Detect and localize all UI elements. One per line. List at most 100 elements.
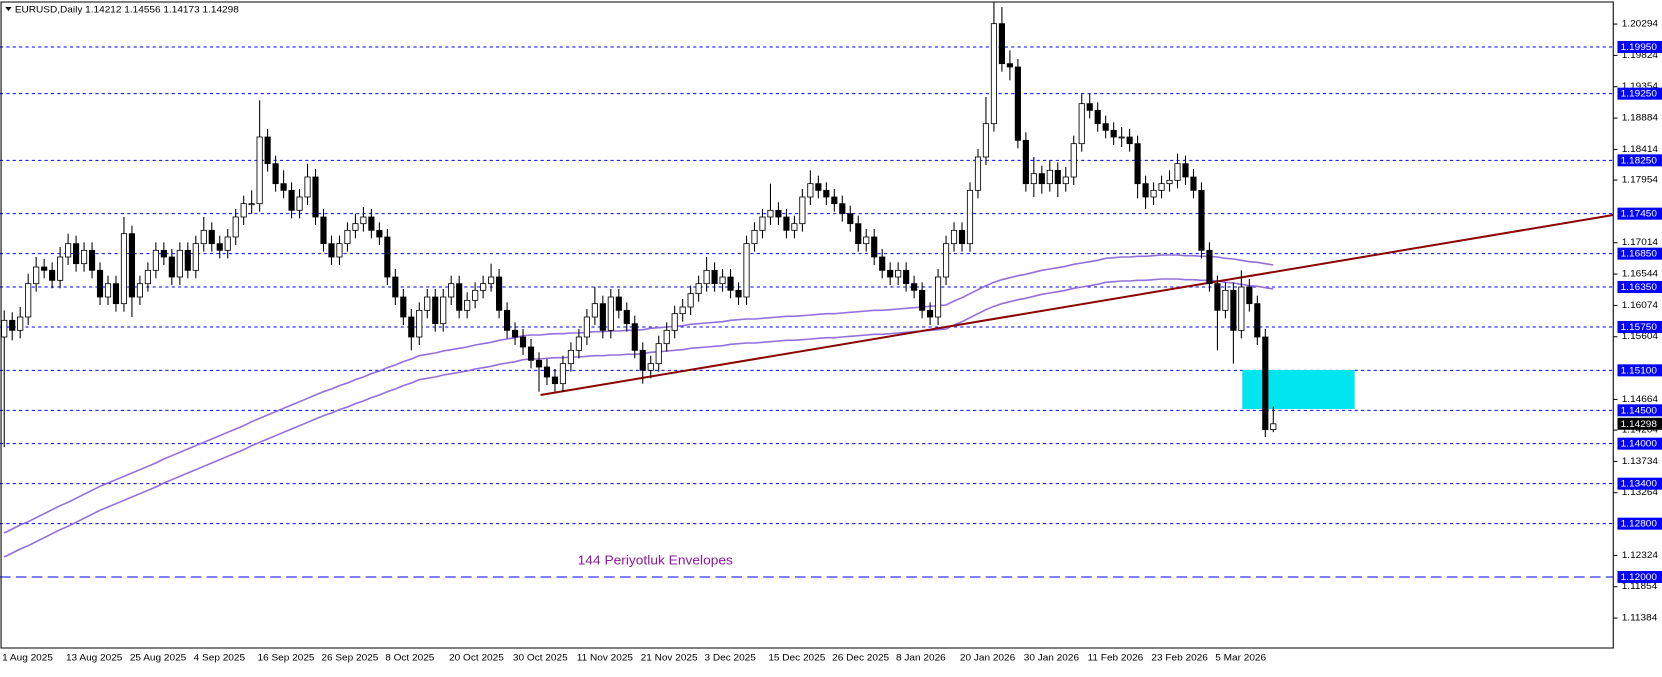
- candle-body: [927, 309, 934, 318]
- candle-body: [112, 283, 120, 305]
- candle-body: [464, 299, 471, 311]
- candle-body: [240, 203, 247, 218]
- candle-body: [320, 216, 327, 245]
- candle-body: [591, 303, 598, 318]
- candle-body: [456, 283, 463, 311]
- y-tick-label: 1.18414: [1622, 144, 1659, 155]
- y-tick-label: 1.17954: [1622, 175, 1659, 186]
- level-label: 1.15100: [1621, 366, 1658, 377]
- candle-body: [65, 243, 72, 258]
- axis-layer: EURUSD,Daily 1.14212 1.14556 1.14173 1.1…: [0, 1, 1659, 664]
- candle-body: [168, 256, 175, 278]
- candle-body: [647, 363, 654, 371]
- candle-body: [607, 296, 614, 331]
- candle-body: [895, 269, 902, 278]
- level-label-box: [1617, 517, 1662, 530]
- level-label-box: [1617, 87, 1662, 100]
- candle-body: [1166, 179, 1173, 185]
- candle-body: [160, 249, 167, 258]
- plot-frame: [0, 1, 1614, 649]
- candle-body: [1070, 143, 1077, 178]
- candle-body: [384, 236, 391, 278]
- candle-body: [392, 276, 399, 298]
- candle-body: [535, 359, 543, 368]
- candle-body: [376, 229, 383, 238]
- candle-body: [575, 336, 582, 351]
- x-tick-label: 11 Nov 2025: [577, 653, 634, 664]
- level-label-box: [1617, 477, 1662, 490]
- candle-body: [998, 23, 1005, 65]
- level-label: 1.14500: [1621, 406, 1658, 417]
- candle-body: [1062, 176, 1069, 185]
- candle-body: [695, 283, 702, 295]
- candle-body: [911, 283, 918, 291]
- candle-body: [1182, 163, 1189, 178]
- candle-body: [280, 183, 287, 191]
- candle-body: [1254, 303, 1261, 338]
- candle-body: [41, 266, 48, 271]
- candle-body: [264, 136, 271, 165]
- candle-body: [623, 309, 630, 325]
- candle-body: [496, 276, 503, 311]
- x-tick-label: 20 Oct 2025: [449, 653, 504, 664]
- y-tick-label: 1.19354: [1622, 81, 1659, 92]
- y-tick-label: 1.14664: [1622, 394, 1659, 405]
- x-tick-label: 4 Sep 2025: [194, 653, 246, 664]
- annotation: 144 Periyotluk Envelopes: [578, 553, 734, 568]
- candle-body: [1246, 286, 1253, 305]
- level-label: 1.15750: [1621, 322, 1658, 333]
- x-tick-label: 8 Oct 2025: [385, 653, 435, 664]
- candle-body: [488, 276, 495, 285]
- x-tick-label: 16 Sep 2025: [258, 653, 316, 664]
- x-tick-label: 26 Sep 2025: [321, 653, 379, 664]
- candle-body: [120, 233, 128, 305]
- candle-body: [1150, 189, 1157, 198]
- candle-body: [735, 289, 742, 298]
- candle-body: [1142, 183, 1149, 198]
- candle-body: [432, 296, 439, 325]
- candle-body: [424, 296, 431, 311]
- candle-body: [312, 176, 319, 218]
- candle-body: [839, 203, 846, 215]
- candle-body: [1, 319, 8, 338]
- candle-body: [152, 249, 159, 271]
- chart-title: EURUSD,Daily 1.14212 1.14556 1.14173 1.1…: [15, 5, 239, 16]
- candle-body: [17, 316, 24, 331]
- level-label: 1.13400: [1621, 479, 1658, 490]
- level-label-box: [1617, 207, 1662, 220]
- price-labels-layer: 1.19950 1.19250 1.18250 1.17450 1.16850 1.163…: [1617, 41, 1662, 583]
- candle-body: [328, 243, 335, 258]
- symbol-icon: [5, 7, 12, 11]
- candle-body: [360, 216, 367, 225]
- candle-body: [879, 256, 886, 271]
- trendline-layer: [540, 214, 1614, 396]
- y-tick-label: 1.11384: [1622, 613, 1658, 624]
- candle-body: [256, 136, 263, 205]
- candle-body: [567, 349, 574, 365]
- candle-body: [807, 183, 814, 198]
- candle-body: [352, 223, 359, 231]
- level-label-box: [1617, 364, 1662, 377]
- candle-body: [1006, 63, 1013, 68]
- x-tick-label: 8 Jan 2026: [896, 653, 946, 664]
- level-label-box: [1617, 41, 1662, 53]
- candle-body: [639, 349, 646, 371]
- y-tick-label: 1.16544: [1622, 269, 1659, 280]
- candle-body: [96, 269, 104, 298]
- candle-body: [1134, 143, 1141, 185]
- candle-body: [184, 249, 191, 271]
- candle-body: [9, 319, 16, 331]
- candle-body: [950, 229, 958, 245]
- candle-body: [336, 243, 343, 258]
- candle-body: [958, 229, 966, 245]
- y-tick-label: 1.15604: [1622, 331, 1659, 342]
- candle-body: [216, 243, 223, 251]
- candle-body: [440, 296, 447, 325]
- candle-body: [1158, 183, 1165, 191]
- candle-body: [1030, 173, 1037, 185]
- candle-body: [25, 283, 32, 318]
- candle-body: [1094, 109, 1101, 125]
- candle-body: [871, 236, 878, 258]
- level-label: 1.12800: [1621, 519, 1658, 530]
